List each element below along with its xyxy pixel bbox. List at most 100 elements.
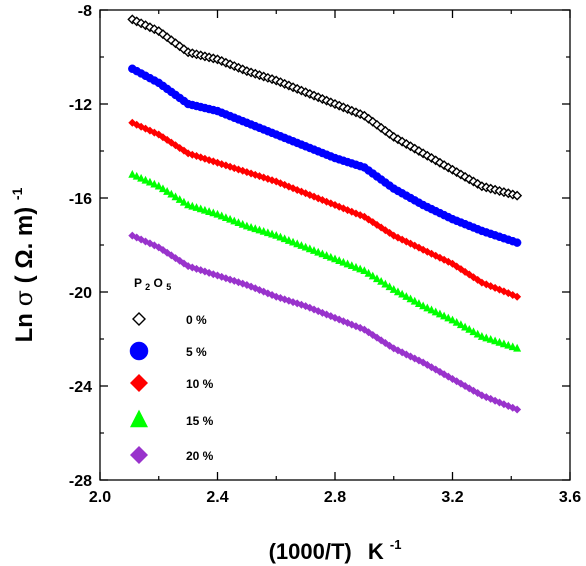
data-point — [217, 211, 226, 220]
data-point — [452, 317, 461, 326]
y-axis-prefix: Ln — [11, 313, 38, 342]
y-axis-unit: ( Ω. m) — [11, 207, 38, 284]
x-axis-exponent: -1 — [390, 537, 402, 552]
data-point — [440, 311, 449, 320]
data-point — [347, 261, 356, 270]
tick-labels: 2.0 2.4 2.8 3.2 3.6 -8 -12 -16 -20 -24 -28 — [69, 3, 581, 506]
plot-border — [99, 9, 571, 481]
legend-label-4: 20 % — [186, 449, 214, 463]
x-axis-main: (1000/T) — [269, 539, 352, 564]
data-point — [444, 313, 453, 322]
data-point — [513, 343, 522, 352]
data-point — [389, 285, 398, 293]
legend-title-sub2: 5 — [166, 282, 171, 292]
series-4 — [128, 231, 522, 414]
legend-label-1: 5 % — [186, 345, 207, 359]
data-point — [372, 274, 381, 283]
data-point — [238, 219, 247, 228]
data-point — [473, 329, 482, 338]
data-point — [410, 296, 419, 305]
data-point — [499, 339, 508, 348]
legend-title-base1: P — [134, 276, 142, 290]
data-point — [145, 177, 154, 186]
data-point — [284, 236, 293, 244]
data-point — [398, 289, 407, 298]
data-point — [482, 333, 491, 342]
legend-title-sub1: 2 — [145, 282, 150, 292]
data-point — [167, 189, 176, 198]
data-point — [335, 256, 344, 264]
data-point — [406, 294, 415, 303]
series-0 — [127, 14, 523, 201]
data-point — [289, 237, 298, 246]
data-point — [491, 336, 500, 345]
data-point — [293, 239, 302, 248]
data-point — [427, 305, 436, 314]
data-point — [419, 301, 428, 310]
data-point — [213, 209, 222, 218]
data-point — [132, 171, 141, 180]
data-point — [179, 197, 188, 206]
data-point — [486, 334, 495, 343]
data-point — [477, 332, 486, 340]
data-point — [331, 254, 339, 263]
data-point — [414, 299, 423, 307]
data-point — [364, 268, 373, 277]
x-axis-title: (1000/T) K -1 — [269, 537, 402, 564]
data-point — [150, 179, 159, 188]
data-markers — [127, 14, 523, 414]
data-point — [356, 264, 365, 273]
legend-marker-1 — [129, 341, 149, 361]
data-point — [272, 231, 281, 239]
y-axis-exponent: -1 — [9, 187, 25, 200]
data-point — [385, 282, 394, 291]
data-point — [513, 292, 522, 301]
y-tick-label: -8 — [78, 3, 92, 20]
data-point — [301, 242, 310, 251]
x-tick-label: 2.8 — [324, 489, 346, 506]
x-tick-label: 3.6 — [559, 489, 581, 506]
data-point — [154, 181, 163, 190]
data-point — [226, 214, 235, 223]
data-point — [153, 26, 164, 37]
y-axis-title: Ln σ ( Ω. m) -1 — [9, 187, 38, 342]
data-point — [318, 249, 327, 258]
series-2 — [128, 118, 522, 301]
data-point — [423, 303, 432, 312]
y-axis-sigma: σ — [10, 290, 38, 306]
legend: 0 % 5 % 10 % 15 % 20 % — [129, 312, 214, 464]
data-point — [297, 241, 306, 249]
legend-label-3: 15 % — [186, 414, 214, 428]
y-tick-label: -12 — [69, 97, 92, 114]
legend-label-2: 10 % — [186, 377, 214, 391]
y-tick-label: -24 — [69, 379, 92, 396]
legend-marker-4 — [130, 446, 148, 464]
data-point — [310, 246, 319, 254]
data-point — [326, 252, 335, 261]
data-point — [393, 287, 402, 296]
data-point — [508, 342, 517, 351]
legend-label-0: 0 % — [186, 313, 207, 327]
data-point — [448, 315, 457, 324]
series-1 — [128, 64, 522, 247]
data-point — [512, 190, 523, 201]
y-tick-label: -28 — [69, 473, 92, 490]
data-point — [141, 175, 150, 184]
data-point — [381, 279, 390, 288]
data-point — [276, 232, 285, 241]
x-tick-label: 2.4 — [206, 489, 228, 506]
axis-ticks — [99, 9, 571, 481]
x-axis-unit: K — [368, 539, 384, 564]
data-point — [461, 322, 470, 331]
data-point — [158, 184, 167, 193]
y-tick-label: -16 — [69, 191, 92, 208]
data-point — [230, 216, 239, 225]
data-point — [377, 276, 386, 285]
data-point — [402, 292, 411, 300]
data-point — [465, 325, 474, 333]
data-point — [368, 271, 377, 280]
data-point — [504, 340, 513, 349]
data-point — [322, 251, 331, 259]
x-tick-label: 2.0 — [89, 489, 111, 506]
data-point — [128, 169, 137, 178]
